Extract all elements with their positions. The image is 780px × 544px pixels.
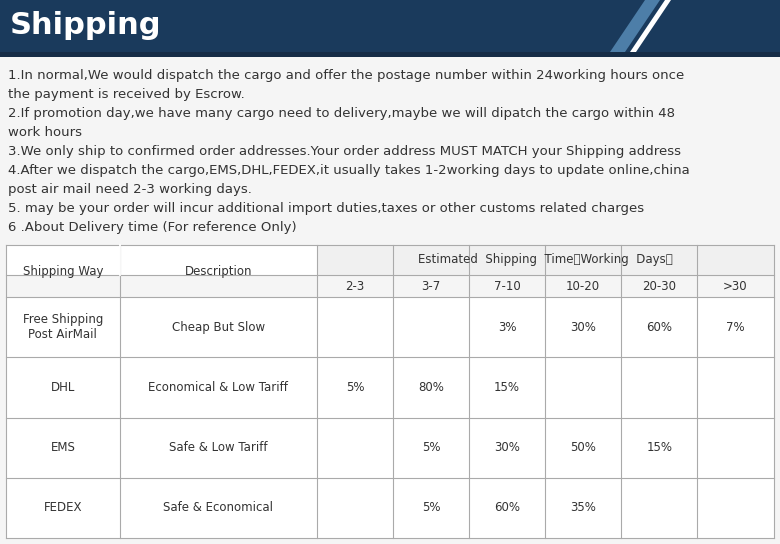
Bar bbox=[6, 245, 774, 538]
Text: 15%: 15% bbox=[646, 441, 672, 454]
Text: 60%: 60% bbox=[646, 320, 672, 333]
Text: Economical & Low Tariff: Economical & Low Tariff bbox=[148, 381, 289, 394]
Text: 5%: 5% bbox=[422, 441, 441, 454]
Text: 50%: 50% bbox=[570, 441, 596, 454]
Text: DHL: DHL bbox=[51, 381, 75, 394]
Text: >30: >30 bbox=[723, 280, 747, 293]
Text: 5%: 5% bbox=[422, 502, 441, 515]
Text: 15%: 15% bbox=[494, 381, 520, 394]
Text: EMS: EMS bbox=[51, 441, 75, 454]
Text: 3.We only ship to confirmed order addresses.Your order address MUST MATCH your S: 3.We only ship to confirmed order addres… bbox=[8, 145, 681, 158]
Polygon shape bbox=[750, 52, 780, 57]
Text: Safe & Economical: Safe & Economical bbox=[163, 502, 273, 515]
Text: 80%: 80% bbox=[418, 381, 444, 394]
Polygon shape bbox=[630, 0, 671, 52]
Text: Shipping: Shipping bbox=[10, 11, 161, 40]
Bar bbox=[6, 275, 774, 297]
Text: 5%: 5% bbox=[346, 381, 364, 394]
Text: Safe & Low Tariff: Safe & Low Tariff bbox=[169, 441, 268, 454]
Text: Estimated  Shipping  Time（Working  Days）: Estimated Shipping Time（Working Days） bbox=[418, 254, 673, 267]
Text: 2.If promotion day,we have many cargo need to delivery,maybe we will dipatch the: 2.If promotion day,we have many cargo ne… bbox=[8, 107, 675, 120]
Text: Description: Description bbox=[185, 264, 252, 277]
Polygon shape bbox=[642, 0, 780, 52]
Text: 30%: 30% bbox=[570, 320, 596, 333]
Text: Cheap But Slow: Cheap But Slow bbox=[172, 320, 265, 333]
Text: 4.After we dispatch the cargo,EMS,DHL,FEDEX,it usually takes 1-2working days to : 4.After we dispatch the cargo,EMS,DHL,FE… bbox=[8, 164, 690, 177]
Text: 10-20: 10-20 bbox=[566, 280, 601, 293]
Text: 30%: 30% bbox=[495, 441, 520, 454]
Text: 7-10: 7-10 bbox=[494, 280, 520, 293]
Text: 3%: 3% bbox=[498, 320, 516, 333]
Text: work hours: work hours bbox=[8, 126, 82, 139]
Text: 2-3: 2-3 bbox=[346, 280, 365, 293]
Bar bbox=[317, 245, 774, 275]
Bar bbox=[0, 0, 780, 52]
Text: 1.In normal,We would dispatch the cargo and offer the postage number within 24wo: 1.In normal,We would dispatch the cargo … bbox=[8, 69, 684, 82]
Text: 7%: 7% bbox=[726, 320, 745, 333]
Text: 5. may be your order will incur additional import duties,taxes or other customs : 5. may be your order will incur addition… bbox=[8, 202, 644, 215]
Text: 3-7: 3-7 bbox=[421, 280, 441, 293]
Text: 35%: 35% bbox=[570, 502, 596, 515]
Polygon shape bbox=[610, 0, 660, 52]
Text: post air mail need 2-3 working days.: post air mail need 2-3 working days. bbox=[8, 183, 252, 196]
Text: 6 .About Delivery time (For reference Only): 6 .About Delivery time (For reference On… bbox=[8, 221, 296, 234]
Text: 20-30: 20-30 bbox=[642, 280, 676, 293]
Text: the payment is received by Escrow.: the payment is received by Escrow. bbox=[8, 88, 245, 101]
Text: Shipping Way: Shipping Way bbox=[23, 264, 103, 277]
Bar bbox=[0, 52, 780, 57]
Text: FEDEX: FEDEX bbox=[44, 502, 82, 515]
Text: 60%: 60% bbox=[494, 502, 520, 515]
Text: Free Shipping
Post AirMail: Free Shipping Post AirMail bbox=[23, 313, 103, 341]
